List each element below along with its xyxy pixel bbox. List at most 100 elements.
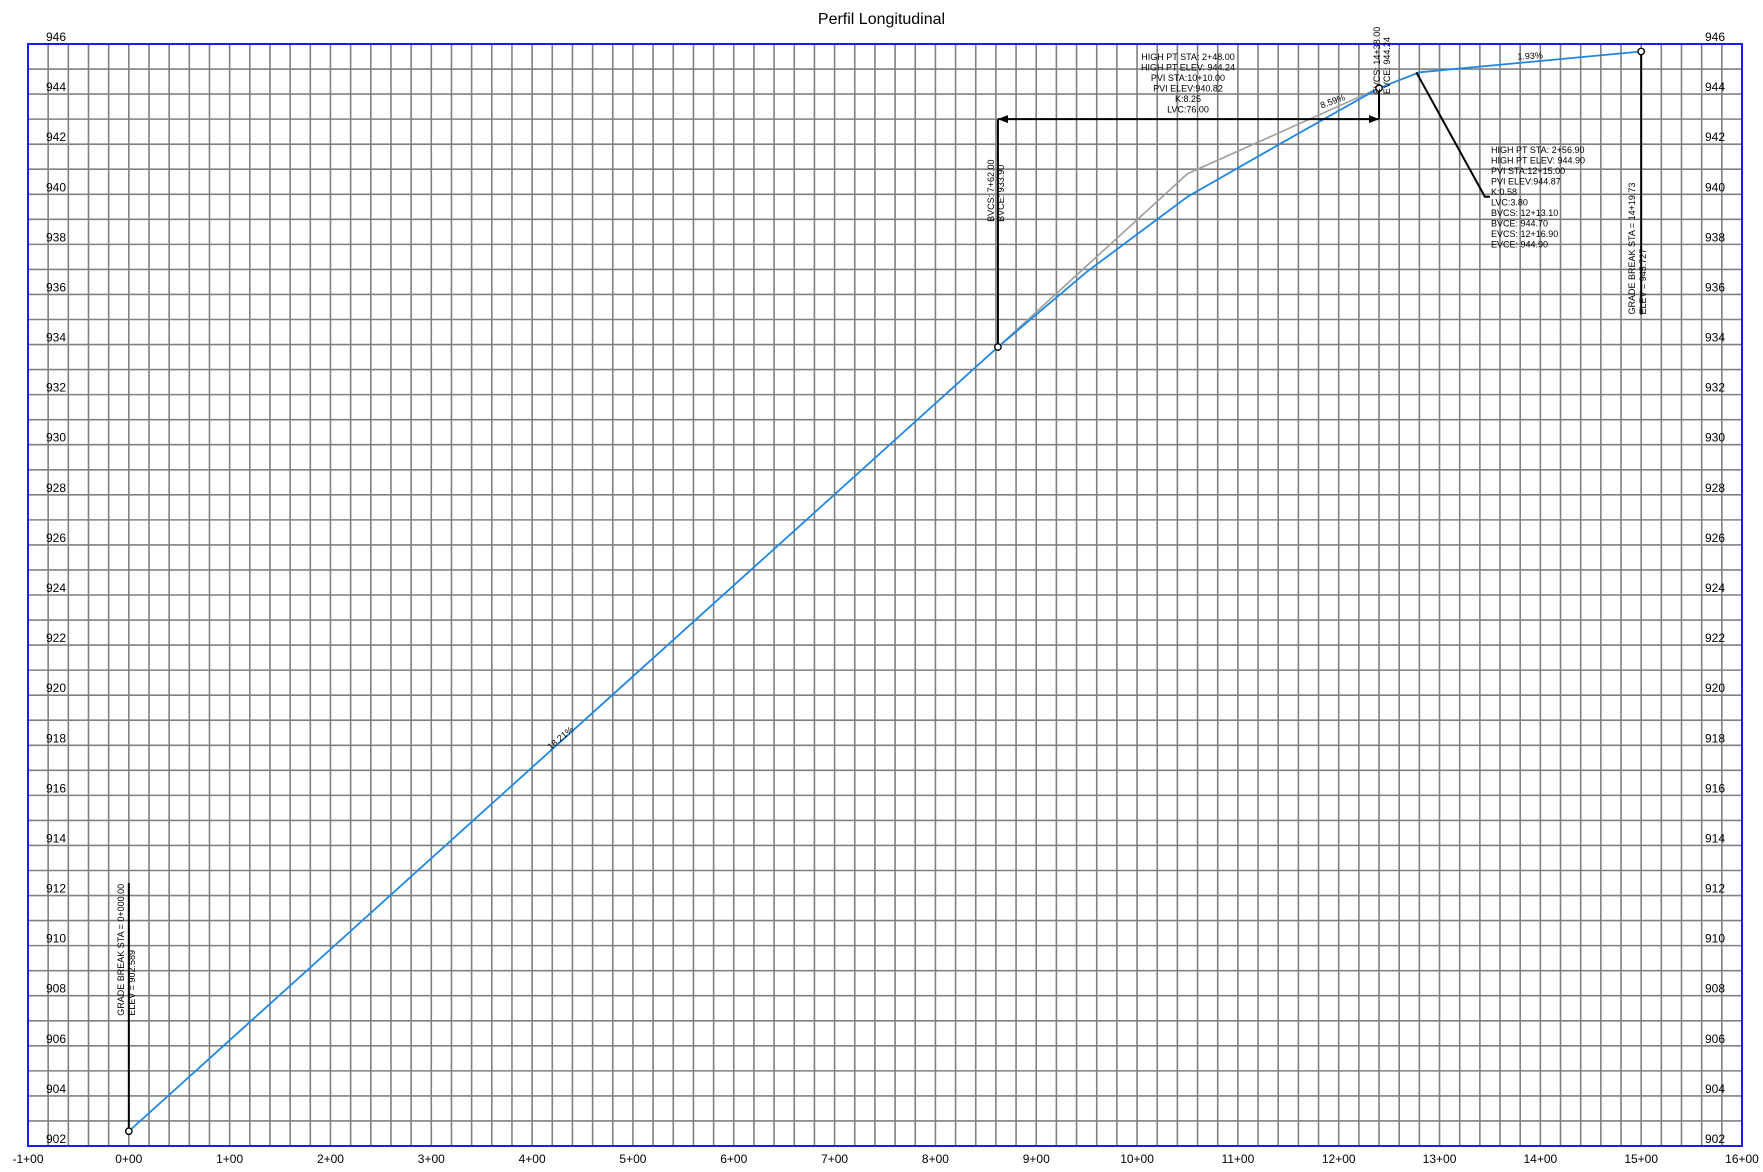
point-marker [994, 343, 1002, 351]
y-tick-label-left: 942 [46, 130, 66, 144]
curve1-annotation: PVI STA:10+10.00 [1151, 73, 1225, 83]
x-tick-label: 11+00 [1221, 1152, 1254, 1166]
x-tick-label: 6+00 [720, 1152, 747, 1166]
grid-lines [27, 43, 1743, 1147]
x-tick-label: 12+00 [1322, 1152, 1356, 1166]
x-tick-label: 9+00 [1023, 1152, 1050, 1166]
curve2-annotation: BVCS: 12+13.10 [1491, 208, 1558, 218]
y-tick-label-left: 912 [46, 882, 66, 896]
y-tick-label-left: 934 [46, 331, 66, 345]
x-tick-label: 16+00 [1725, 1152, 1759, 1166]
x-tick-label: 2+00 [317, 1152, 344, 1166]
y-tick-label-left: 910 [46, 932, 66, 946]
y-tick-label-right: 906 [1705, 1032, 1725, 1046]
point-marker [124, 1127, 133, 1136]
x-tick-label: 10+00 [1120, 1152, 1154, 1166]
y-tick-label-right: 916 [1705, 781, 1725, 795]
leader-lines [127, 51, 1643, 1132]
x-tick-label: 1+00 [216, 1152, 243, 1166]
y-tick-label-right: 944 [1705, 80, 1725, 94]
y-tick-label-left: 914 [46, 831, 66, 845]
grade-label: 8.59% [1319, 92, 1346, 110]
y-tick-label-right: 902 [1705, 1132, 1725, 1146]
y-tick-label-left: 940 [46, 180, 66, 194]
curve1-annotation: LVC:76.00 [1167, 105, 1209, 115]
grade-break-start-label: GRADE BREAK STA = 0+000.00 [116, 884, 126, 1016]
x-tick-label: 3+00 [418, 1152, 445, 1166]
curve2-annotation: BVCE: 944.70 [1491, 219, 1548, 229]
curve2-annotation: HIGH PT ELEV: 944.90 [1491, 156, 1585, 166]
y-tick-label-left: 946 [46, 30, 66, 44]
y-tick-label-right: 904 [1705, 1082, 1725, 1096]
x-tick-label: 7+00 [821, 1152, 848, 1166]
point-marker [1637, 47, 1646, 56]
y-tick-label-right: 942 [1705, 130, 1725, 144]
y-tick-label-left: 902 [46, 1132, 66, 1146]
y-tick-label-right: 946 [1705, 30, 1725, 44]
curve2-annotation: PVI STA:12+15.00 [1491, 166, 1565, 176]
y-tick-label-right: 936 [1705, 280, 1725, 294]
grade-label: 1.93% [1517, 50, 1543, 61]
y-tick-label-right: 940 [1705, 180, 1725, 194]
plot-frame [27, 43, 1743, 1147]
curve1-annotation: PVI ELEV:940.82 [1153, 84, 1223, 94]
y-tick-label-right: 912 [1705, 882, 1725, 896]
y-tick-label-left: 918 [46, 731, 66, 745]
grade-break-end-label: ELEV = 945.727 [1638, 249, 1648, 315]
y-tick-label-left: 922 [46, 631, 66, 645]
x-tick-label: 0+00 [115, 1152, 142, 1166]
y-tick-label-right: 932 [1705, 381, 1725, 395]
x-tick-label: 4+00 [519, 1152, 546, 1166]
y-tick-label-right: 918 [1705, 731, 1725, 745]
x-tick-label: -1+00 [12, 1152, 43, 1166]
y-tick-label-left: 944 [46, 80, 66, 94]
y-tick-label-left: 906 [46, 1032, 66, 1046]
x-tick-label: 15+00 [1624, 1152, 1658, 1166]
y-tick-label-left: 928 [46, 481, 66, 495]
tangent-line [997, 87, 1380, 348]
dimension-arrow-right [1369, 115, 1380, 124]
curve2-annotation: HIGH PT STA: 2+56.90 [1491, 145, 1584, 155]
curve2-annotation: EVCS: 12+16.90 [1491, 229, 1558, 239]
curve1-annotation: HIGH PT ELEV: 944.24 [1141, 63, 1235, 73]
y-tick-label-right: 934 [1705, 331, 1725, 345]
evc-label: EVCE: 944.24 [1382, 37, 1392, 94]
dimension-arrow-left [997, 115, 1008, 124]
y-tick-label-left: 916 [46, 781, 66, 795]
grade-label: 18.21% [546, 724, 576, 751]
y-tick-label-left: 924 [46, 581, 66, 595]
x-tick-label: 14+00 [1524, 1152, 1558, 1166]
chart-title: Perfil Longitudinal [818, 11, 945, 28]
y-tick-label-right: 914 [1705, 831, 1725, 845]
curve2-annotation: EVCE: 944.90 [1491, 240, 1548, 250]
bvc-label: BVCE: 933.90 [996, 165, 1006, 222]
y-tick-label-right: 938 [1705, 230, 1725, 244]
y-tick-label-right: 910 [1705, 932, 1725, 946]
y-tick-label-right: 922 [1705, 631, 1725, 645]
profile-line [128, 50, 1642, 1132]
y-tick-label-right: 920 [1705, 681, 1725, 695]
y-tick-label-left: 920 [46, 681, 66, 695]
curve2-leader [1415, 71, 1490, 198]
curve1-annotation: K:8.25 [1175, 94, 1201, 104]
y-tick-label-left: 938 [46, 230, 66, 244]
curve2-annotation: LVC:3.80 [1491, 198, 1528, 208]
evc-label: EVCS: 14+38.00 [1372, 27, 1382, 94]
y-tick-label-left: 932 [46, 381, 66, 395]
curve2-annotation: PVI ELEV:944.87 [1491, 177, 1561, 187]
point-marker [1375, 84, 1383, 92]
curve2-annotation: K:0.58 [1491, 187, 1517, 197]
x-tick-label: 13+00 [1423, 1152, 1457, 1166]
y-tick-label-left: 904 [46, 1082, 66, 1096]
y-tick-label-right: 924 [1705, 581, 1725, 595]
y-tick-label-right: 930 [1705, 431, 1725, 445]
grade-break-end-label: GRADE BREAK STA = 14+19.73 [1627, 183, 1637, 315]
bvc-label: BVCS: 7+62.00 [986, 160, 996, 222]
y-tick-label-left: 936 [46, 280, 66, 294]
x-tick-label: 8+00 [922, 1152, 949, 1166]
grade-break-start-label: ELEV = 902.589 [127, 950, 137, 1016]
y-tick-label-right: 908 [1705, 982, 1725, 996]
y-tick-label-right: 928 [1705, 481, 1725, 495]
